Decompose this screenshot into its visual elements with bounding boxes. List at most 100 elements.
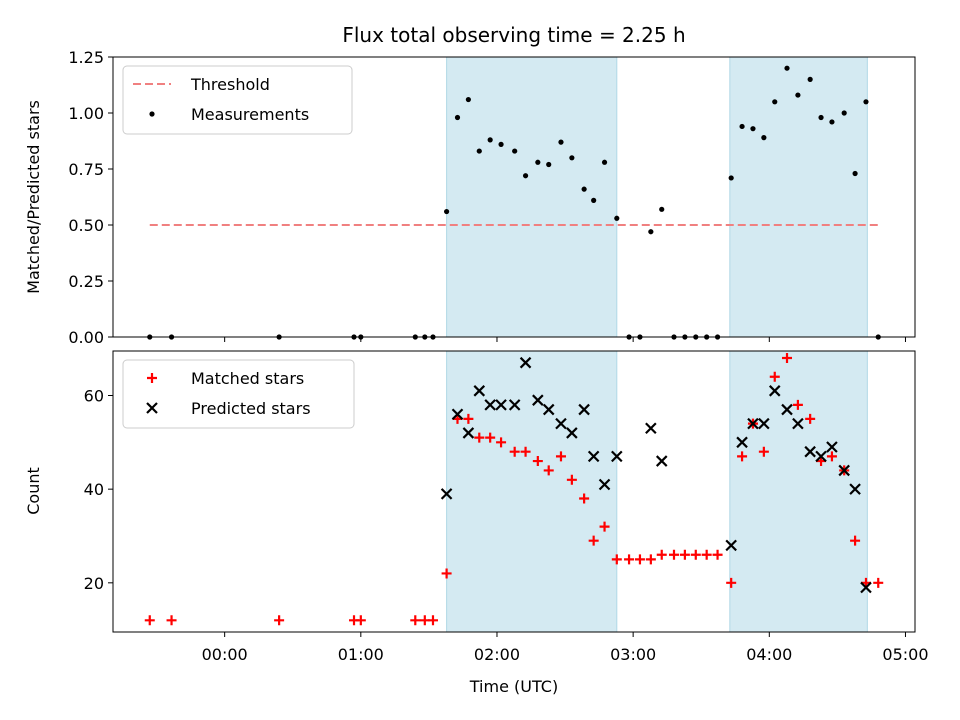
data-point [558, 139, 564, 145]
data-point [611, 554, 622, 565]
data-point [474, 432, 485, 443]
legend-entry-label: Predicted stars [191, 399, 311, 418]
data-point [532, 456, 543, 467]
data-point [588, 535, 599, 546]
legend-box [122, 65, 353, 135]
data-point [769, 371, 780, 382]
data-point [566, 427, 578, 439]
data-point [274, 615, 285, 626]
data-point [601, 159, 608, 165]
data-point [860, 581, 872, 594]
y-tick-label: 0.00 [68, 328, 104, 347]
x-tick-label: 02:00 [474, 645, 520, 664]
data-point [522, 173, 529, 179]
x-tick-label: 01:00 [338, 645, 384, 664]
data-point [578, 403, 590, 416]
data-point [659, 206, 665, 212]
y-tick-label: 20 [84, 574, 104, 593]
data-point [712, 549, 723, 560]
observing-interval-band [446, 350, 618, 633]
data-point [509, 446, 520, 457]
data-point [441, 568, 452, 579]
series-matched-stars [144, 353, 884, 626]
data-point [542, 403, 555, 416]
legend-entry-label: Threshold [190, 75, 270, 94]
data-point [781, 403, 793, 416]
data-point [645, 422, 657, 435]
y-tick-label: 60 [84, 386, 104, 405]
panel-ratio: 0.00 0.25 0.50 0.75 1.00 1.25 Matched/Predicte… [24, 48, 916, 347]
data-point [487, 137, 493, 143]
data-point [508, 399, 521, 411]
data-point [532, 394, 544, 406]
data-point [826, 441, 838, 453]
data-point [535, 159, 541, 165]
data-point [496, 437, 507, 448]
x-tick-label: 00:00 [202, 645, 248, 664]
data-point [555, 417, 567, 430]
data-point [795, 92, 801, 98]
data-point [598, 478, 611, 491]
data-point [829, 119, 835, 125]
data-point [784, 65, 790, 71]
y-axis-label: Count [24, 467, 43, 515]
data-point [614, 215, 620, 221]
observing-interval-band [729, 56, 868, 338]
data-point [792, 399, 803, 410]
data-point [624, 554, 635, 565]
data-point [462, 427, 475, 439]
y-tick-label: 40 [84, 480, 104, 499]
data-point [772, 99, 778, 105]
data-point [465, 96, 471, 103]
x-tick-label: 04:00 [746, 645, 792, 664]
data-point [747, 417, 759, 430]
panel-count: 20 40 60 00:00 01:00 02:00 03:00 04:00 05:00 Coun… [24, 350, 929, 664]
data-point [566, 474, 577, 485]
data-point [758, 417, 770, 430]
data-point [355, 615, 366, 626]
data-point [599, 521, 610, 532]
chart-title: Flux total observing time = 2.25 h [342, 23, 685, 47]
data-point [546, 161, 552, 168]
plot-frame [112, 56, 916, 338]
data-point [768, 385, 781, 397]
data-point [841, 110, 847, 116]
data-point [758, 446, 769, 457]
data-point [750, 126, 756, 132]
data-point [645, 554, 656, 565]
data-point [815, 450, 827, 463]
y-tick-label: 1.25 [68, 48, 104, 67]
data-point [476, 148, 482, 154]
data-point [579, 493, 590, 504]
data-point [804, 445, 816, 458]
data-point [543, 465, 554, 476]
data-point [427, 615, 438, 626]
data-point [440, 488, 453, 500]
data-point [679, 549, 690, 560]
data-point [782, 353, 793, 364]
data-point [611, 450, 623, 463]
data-point [581, 186, 587, 192]
data-point [668, 549, 679, 560]
data-point [512, 148, 518, 154]
legend-box [122, 359, 355, 429]
data-point [849, 483, 861, 495]
data-point [484, 399, 496, 411]
observing-interval-band [446, 56, 618, 338]
data-point [655, 455, 668, 467]
data-point [818, 114, 824, 121]
legend-marker [149, 111, 155, 117]
data-point [166, 615, 177, 626]
data-point [807, 76, 813, 82]
y-tick-label: 0.50 [68, 216, 104, 235]
observing-interval-band [729, 350, 868, 633]
data-point [805, 413, 816, 424]
data-point [863, 99, 869, 105]
data-point [591, 197, 597, 203]
legend-marker [147, 373, 157, 383]
data-point [454, 114, 461, 121]
data-point [873, 577, 884, 588]
data-point [473, 385, 486, 397]
data-point [410, 615, 421, 626]
data-point [792, 417, 804, 430]
